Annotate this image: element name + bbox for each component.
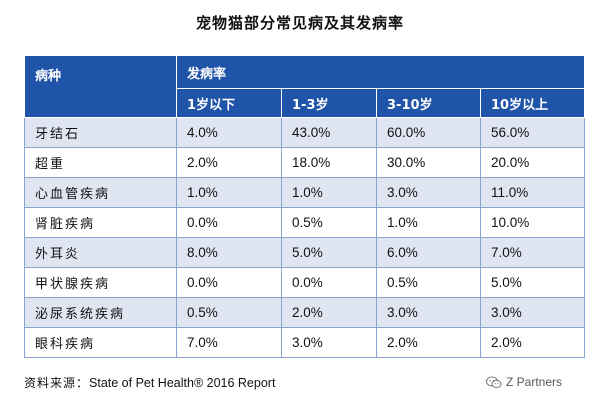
rate-cell: 18.0%: [281, 147, 377, 178]
header-age-group: 10岁以上: [479, 88, 586, 118]
chart-title: 宠物猫部分常见病及其发病率: [195, 14, 404, 32]
table-row: 肾脏疾病 0.0% 0.5% 1.0% 10.0%: [24, 207, 586, 238]
rate-cell: 43.0%: [281, 117, 377, 148]
rate-cell: 1.0%: [376, 207, 481, 238]
header-age-group: 3-10岁: [376, 88, 481, 118]
rate-cell: 3.0%: [479, 297, 586, 328]
table-row: 甲状腺疾病 0.0% 0.0% 0.5% 5.0%: [24, 267, 586, 298]
brand-watermark: Z Partners: [486, 375, 562, 389]
rate-cell: 5.0%: [479, 267, 586, 298]
disease-name: 肾脏疾病: [24, 207, 177, 238]
table-row: 眼科疾病 7.0% 3.0% 2.0% 2.0%: [24, 327, 586, 358]
table-row: 心血管疾病 1.0% 1.0% 3.0% 11.0%: [24, 177, 586, 208]
rate-cell: 7.0%: [479, 237, 586, 268]
rate-cell: 0.0%: [176, 267, 282, 298]
rate-cell: 1.0%: [281, 177, 377, 208]
rate-cell: 6.0%: [376, 237, 481, 268]
header-rate: 发病率: [175, 55, 586, 89]
rate-cell: 3.0%: [281, 327, 377, 358]
rate-cell: 2.0%: [176, 147, 282, 178]
rate-cell: 30.0%: [376, 147, 481, 178]
rate-cell: 11.0%: [479, 177, 586, 208]
disease-name: 泌尿系统疾病: [24, 297, 177, 328]
rate-cell: 4.0%: [176, 117, 282, 148]
rate-cell: 0.5%: [376, 267, 481, 298]
rate-cell: 0.0%: [281, 267, 377, 298]
rate-cell: 60.0%: [376, 117, 481, 148]
disease-name: 超重: [24, 147, 177, 178]
rate-cell: 0.5%: [281, 207, 377, 238]
rate-cell: 0.0%: [176, 207, 282, 238]
rate-cell: 2.0%: [479, 327, 586, 358]
rate-cell: 2.0%: [376, 327, 481, 358]
disease-name: 外耳炎: [24, 237, 177, 268]
disease-name: 甲状腺疾病: [24, 267, 177, 298]
source-label: 资料来源：: [24, 376, 90, 390]
brand-text: Z Partners: [506, 375, 563, 389]
rate-cell: 10.0%: [479, 207, 586, 238]
rate-cell: 8.0%: [176, 237, 282, 268]
disease-rate-table: 病种 发病率 1岁以下 1-3岁 3-10岁 10岁以上 牙结石 4.0% 43.0% 60…: [24, 55, 586, 358]
wechat-icon: [486, 376, 502, 389]
table-row: 泌尿系统疾病 0.5% 2.0% 3.0% 3.0%: [24, 297, 586, 328]
disease-name: 心血管疾病: [24, 177, 177, 208]
header-age-group: 1岁以下: [176, 88, 282, 118]
rate-cell: 3.0%: [376, 177, 481, 208]
rate-cell: 20.0%: [479, 147, 586, 178]
rate-cell: 1.0%: [176, 177, 282, 208]
rate-cell: 0.5%: [176, 297, 282, 328]
rate-cell: 7.0%: [176, 327, 282, 358]
rate-cell: 56.0%: [479, 117, 586, 148]
rate-cell: 3.0%: [376, 297, 481, 328]
rate-cell: 5.0%: [281, 237, 377, 268]
rate-cell: 2.0%: [281, 297, 377, 328]
source-text: State of Pet Health® 2016 Report: [89, 376, 276, 390]
table-row: 外耳炎 8.0% 5.0% 6.0% 7.0%: [24, 237, 586, 268]
table-row: 牙结石 4.0% 43.0% 60.0% 56.0%: [24, 117, 586, 148]
disease-name: 牙结石: [24, 117, 177, 148]
disease-name: 眼科疾病: [24, 327, 177, 358]
source-note: 资料来源：State of Pet Health® 2016 Report: [24, 374, 275, 391]
header-age-group: 1-3岁: [281, 88, 377, 118]
table-row: 超重 2.0% 18.0% 30.0% 20.0%: [24, 147, 586, 178]
header-disease: 病种: [24, 55, 177, 118]
